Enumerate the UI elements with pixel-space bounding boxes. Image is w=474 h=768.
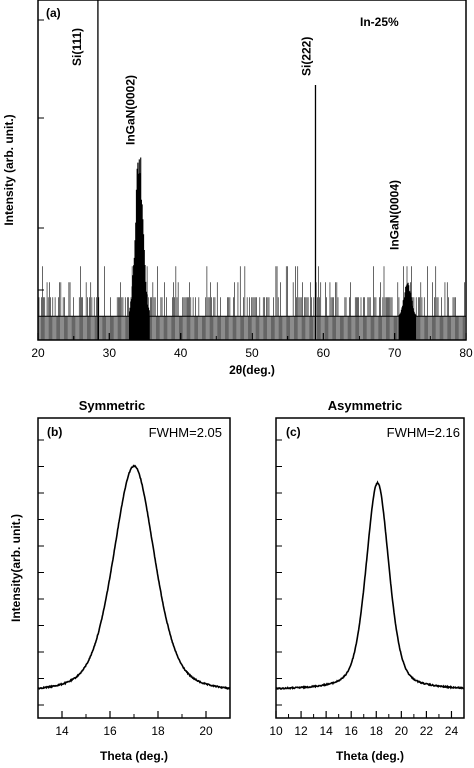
panel-a-x-tick-label: 20 <box>31 346 45 360</box>
panel-a-x-tick-label: 40 <box>174 346 188 360</box>
panel-b-x-tick-label: 14 <box>55 724 69 738</box>
panel-c-x-tick-label: 18 <box>370 724 384 738</box>
panel-a-xrd-scan: 20 30 40 50 60 70 80 Si(111) InGaN(0002) Si(222)… <box>2 0 473 377</box>
panel-a-x-axis-label: 2θ(deg.) <box>229 363 275 377</box>
panel-a-x-tick-label: 30 <box>103 346 117 360</box>
panel-a-x-tick-label: 70 <box>388 346 402 360</box>
panel-c-x-tick-label: 12 <box>294 724 308 738</box>
panel-b-curve <box>37 464 231 690</box>
panel-c-label: (c) <box>286 425 301 439</box>
panel-b-x-tick-label: 16 <box>103 724 117 738</box>
panel-c-x-tick-label: 24 <box>445 724 459 738</box>
panel-c-x-tick-label: 20 <box>395 724 409 738</box>
panel-a-x-tick-label: 60 <box>317 346 331 360</box>
panel-a-x-tick-label: 80 <box>459 346 473 360</box>
panel-a-peaks <box>97 0 417 340</box>
panel-b-ticks: 14 16 18 20 <box>38 439 231 738</box>
panel-c-fwhm: FWHM=2.16 <box>387 425 460 440</box>
panel-c-x-tick-label: 10 <box>269 724 283 738</box>
panel-a-peak-label-0: Si(111) <box>70 28 84 66</box>
panel-b-plot-frame <box>37 417 231 719</box>
panel-a-y-axis-label: Intensity (arb. unit.) <box>2 114 16 225</box>
panel-a-peak-label-3: InGaN(0004) <box>388 180 402 250</box>
panel-a-plot-frame <box>37 0 467 341</box>
panel-a-annotation: In-25% <box>360 15 399 29</box>
panel-c-asymmetric-rocking-curve: Asymmetric 10 12 14 16 18 20 22 24 (c) FWHM=2.1… <box>269 398 465 763</box>
panel-a-peak-3 <box>398 282 417 340</box>
panel-a-label: (a) <box>46 6 61 20</box>
panel-c-curve <box>275 480 465 690</box>
panel-c-x-tick-label: 22 <box>420 724 434 738</box>
panel-b-x-axis-label: Theta (deg.) <box>100 749 168 763</box>
panel-b-x-tick-label: 20 <box>199 724 213 738</box>
panel-c-x-axis-label: Theta (deg.) <box>336 749 404 763</box>
panel-a-x-tick-label: 50 <box>245 346 259 360</box>
panel-b-fwhm: FWHM=2.05 <box>149 425 222 440</box>
panel-c-x-tick-label: 16 <box>345 724 359 738</box>
panel-b-x-tick-label: 18 <box>151 724 165 738</box>
panel-c-plot-frame <box>275 417 465 719</box>
panel-c-title: Asymmetric <box>328 398 402 413</box>
panel-a-peak-label-2: Si(222) <box>300 37 314 76</box>
panel-a-peak-labels: Si(111) InGaN(0002) Si(222) InGaN(0004) <box>70 28 402 250</box>
panel-b-y-axis-label: Intensity(arb. unit.) <box>9 514 23 622</box>
panel-c-ticks: 10 12 14 16 18 20 22 24 <box>269 439 465 738</box>
panel-a-peak-1 <box>128 157 150 340</box>
panel-a-peak-label-1: InGaN(0002) <box>123 75 137 145</box>
panel-b-symmetric-rocking-curve: Symmetric 14 16 18 20 (b) FWHM=2.05 Theta (… <box>9 398 231 763</box>
panel-b-label: (b) <box>47 425 62 439</box>
panel-c-x-tick-label: 14 <box>319 724 333 738</box>
panel-b-title: Symmetric <box>79 398 145 413</box>
